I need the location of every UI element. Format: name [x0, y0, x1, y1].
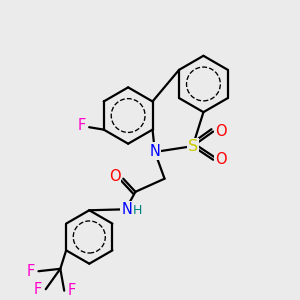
Text: N: N: [149, 143, 160, 158]
Text: O: O: [109, 169, 120, 184]
Text: F: F: [68, 283, 76, 298]
Text: F: F: [34, 282, 42, 297]
Text: S: S: [188, 139, 198, 154]
Text: H: H: [133, 204, 142, 217]
Text: F: F: [27, 264, 35, 279]
Text: F: F: [77, 118, 86, 133]
Text: O: O: [215, 152, 227, 167]
Text: O: O: [215, 124, 227, 139]
Text: N: N: [121, 202, 132, 217]
